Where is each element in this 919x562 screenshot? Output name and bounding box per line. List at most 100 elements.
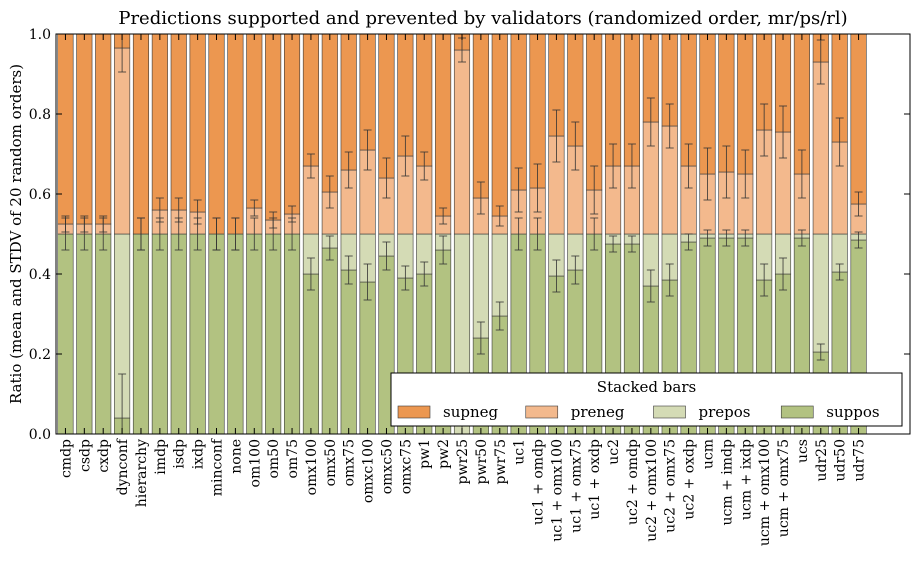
error-bar-preneg — [439, 207, 448, 225]
error-bar-suppos — [684, 233, 693, 251]
error-bar-preneg — [401, 135, 410, 177]
error-bar-preneg — [476, 181, 485, 215]
error-bar-preneg — [684, 143, 693, 189]
bar-segment-supneg — [170, 33, 187, 211]
error-bar-preneg — [231, 217, 240, 251]
legend-swatch — [397, 405, 431, 419]
error-bar-preneg — [779, 105, 788, 159]
y-tick-label: 0.4 — [29, 267, 51, 283]
x-tick-label: omxc50 — [379, 439, 395, 494]
bar-segment-supneg — [472, 33, 489, 199]
bar-segment-suppos — [302, 273, 319, 435]
x-tick-label: ucs — [795, 439, 811, 463]
bar-segment-supneg — [321, 33, 338, 193]
x-tick-label: none — [228, 439, 244, 474]
bar-segment-suppos — [189, 233, 206, 435]
x-tick-label: uc1 — [512, 439, 528, 465]
error-bar-suppos — [514, 217, 523, 251]
bar-segment-suppos — [246, 233, 263, 435]
x-tick-label: uc2 + omdp — [625, 439, 641, 525]
x-tick-label: cxdp — [96, 439, 112, 473]
bar-segment-supneg — [283, 33, 301, 215]
plot-frame — [55, 33, 911, 435]
bar-segment-suppos — [95, 233, 112, 435]
error-bar-preneg — [250, 199, 259, 217]
error-bar-preneg — [514, 167, 523, 213]
error-bar-suppos — [552, 259, 561, 293]
bar-segment-supneg — [151, 33, 168, 211]
error-bar-suppos — [816, 343, 825, 361]
error-bar-preneg — [193, 199, 202, 225]
x-tick-label: csdp — [77, 439, 93, 472]
error-bar-suppos — [495, 301, 504, 331]
bar-segment-suppos — [57, 233, 74, 435]
bar-segment-supneg — [265, 33, 282, 221]
x-tick-label: omx75 — [342, 439, 358, 486]
bar-segment-supneg — [189, 33, 206, 213]
x-tick-label: pwr75 — [493, 439, 509, 484]
x-tick-label: hierarchy — [134, 439, 150, 507]
bar-segment-supneg — [416, 33, 433, 167]
error-bar-preneg — [646, 97, 655, 147]
bar-segment-supneg — [57, 33, 74, 225]
bar-segment-preneg — [114, 47, 131, 235]
bar-segment-supneg — [340, 33, 357, 171]
error-bar-suppos — [401, 265, 410, 291]
error-bar-suppos — [571, 255, 580, 285]
error-bar-preneg — [835, 117, 844, 167]
error-bar-preneg — [382, 157, 391, 199]
error-bar-preneg — [155, 197, 164, 223]
x-tick-label: isdp — [172, 439, 188, 469]
bar-segment-supneg — [208, 33, 225, 235]
error-bar-preneg — [571, 121, 580, 171]
x-tick-label: dynconf — [115, 437, 131, 495]
bar-segment-suppos — [265, 233, 282, 435]
error-bar-suppos — [439, 235, 448, 265]
error-bar-preneg — [552, 109, 561, 163]
error-bar-preneg — [136, 217, 145, 251]
error-bar-suppos — [797, 229, 806, 247]
x-tick-label: pw1 — [417, 439, 433, 469]
bar-segment-supneg — [378, 33, 395, 179]
error-bar-preneg — [61, 215, 70, 233]
error-bar-preneg — [174, 197, 183, 223]
error-bar-suppos — [476, 321, 485, 355]
legend-entry-preneg: preneg — [525, 403, 625, 421]
bar-segment-suppos — [132, 233, 150, 435]
error-bar-suppos — [420, 261, 429, 287]
x-tick-label: uc2 + omx75 — [663, 439, 679, 533]
error-bar-preneg — [99, 215, 108, 233]
error-bar-preneg — [722, 145, 731, 199]
x-tick-label: uc1 + omdp — [531, 439, 547, 525]
chart-title: Predictions supported and prevented by v… — [118, 8, 847, 29]
error-bar-preneg — [609, 143, 618, 189]
legend-swatch — [653, 405, 686, 419]
x-tick-label: ucm + ixdp — [738, 439, 754, 520]
legend-label: preneg — [571, 403, 625, 421]
x-tick-label: uc1 + omx100 — [549, 439, 565, 542]
legend-label: suppos — [826, 403, 879, 421]
bar-segment-suppos — [76, 233, 93, 435]
x-tick-label: uc2 + omx100 — [644, 439, 660, 542]
bar-segment-preneg — [812, 61, 829, 235]
error-bar-suppos — [306, 257, 315, 291]
bar-segment-supneg — [95, 33, 112, 225]
error-bar-preneg — [495, 205, 504, 227]
y-tick-label: 1.0 — [29, 27, 51, 43]
error-bar-suppos — [741, 229, 750, 247]
bar-segment-prepos — [812, 233, 829, 353]
bar-segment-supneg — [510, 33, 527, 191]
bar-segment-supneg — [76, 33, 93, 225]
x-tick-label: cmdp — [58, 439, 74, 478]
bar-segment-suppos — [340, 269, 357, 435]
error-bar-preneg — [854, 191, 863, 217]
x-tick-label: omxc75 — [398, 439, 414, 494]
error-bar-suppos — [590, 217, 599, 251]
legend-label: supneg — [443, 403, 498, 421]
bar-segment-suppos — [283, 233, 301, 435]
legend-swatch — [780, 405, 814, 419]
y-tick-label: 0.8 — [29, 107, 51, 123]
error-bar-preneg — [420, 151, 429, 181]
legend-entry-suppos: suppos — [780, 403, 880, 421]
